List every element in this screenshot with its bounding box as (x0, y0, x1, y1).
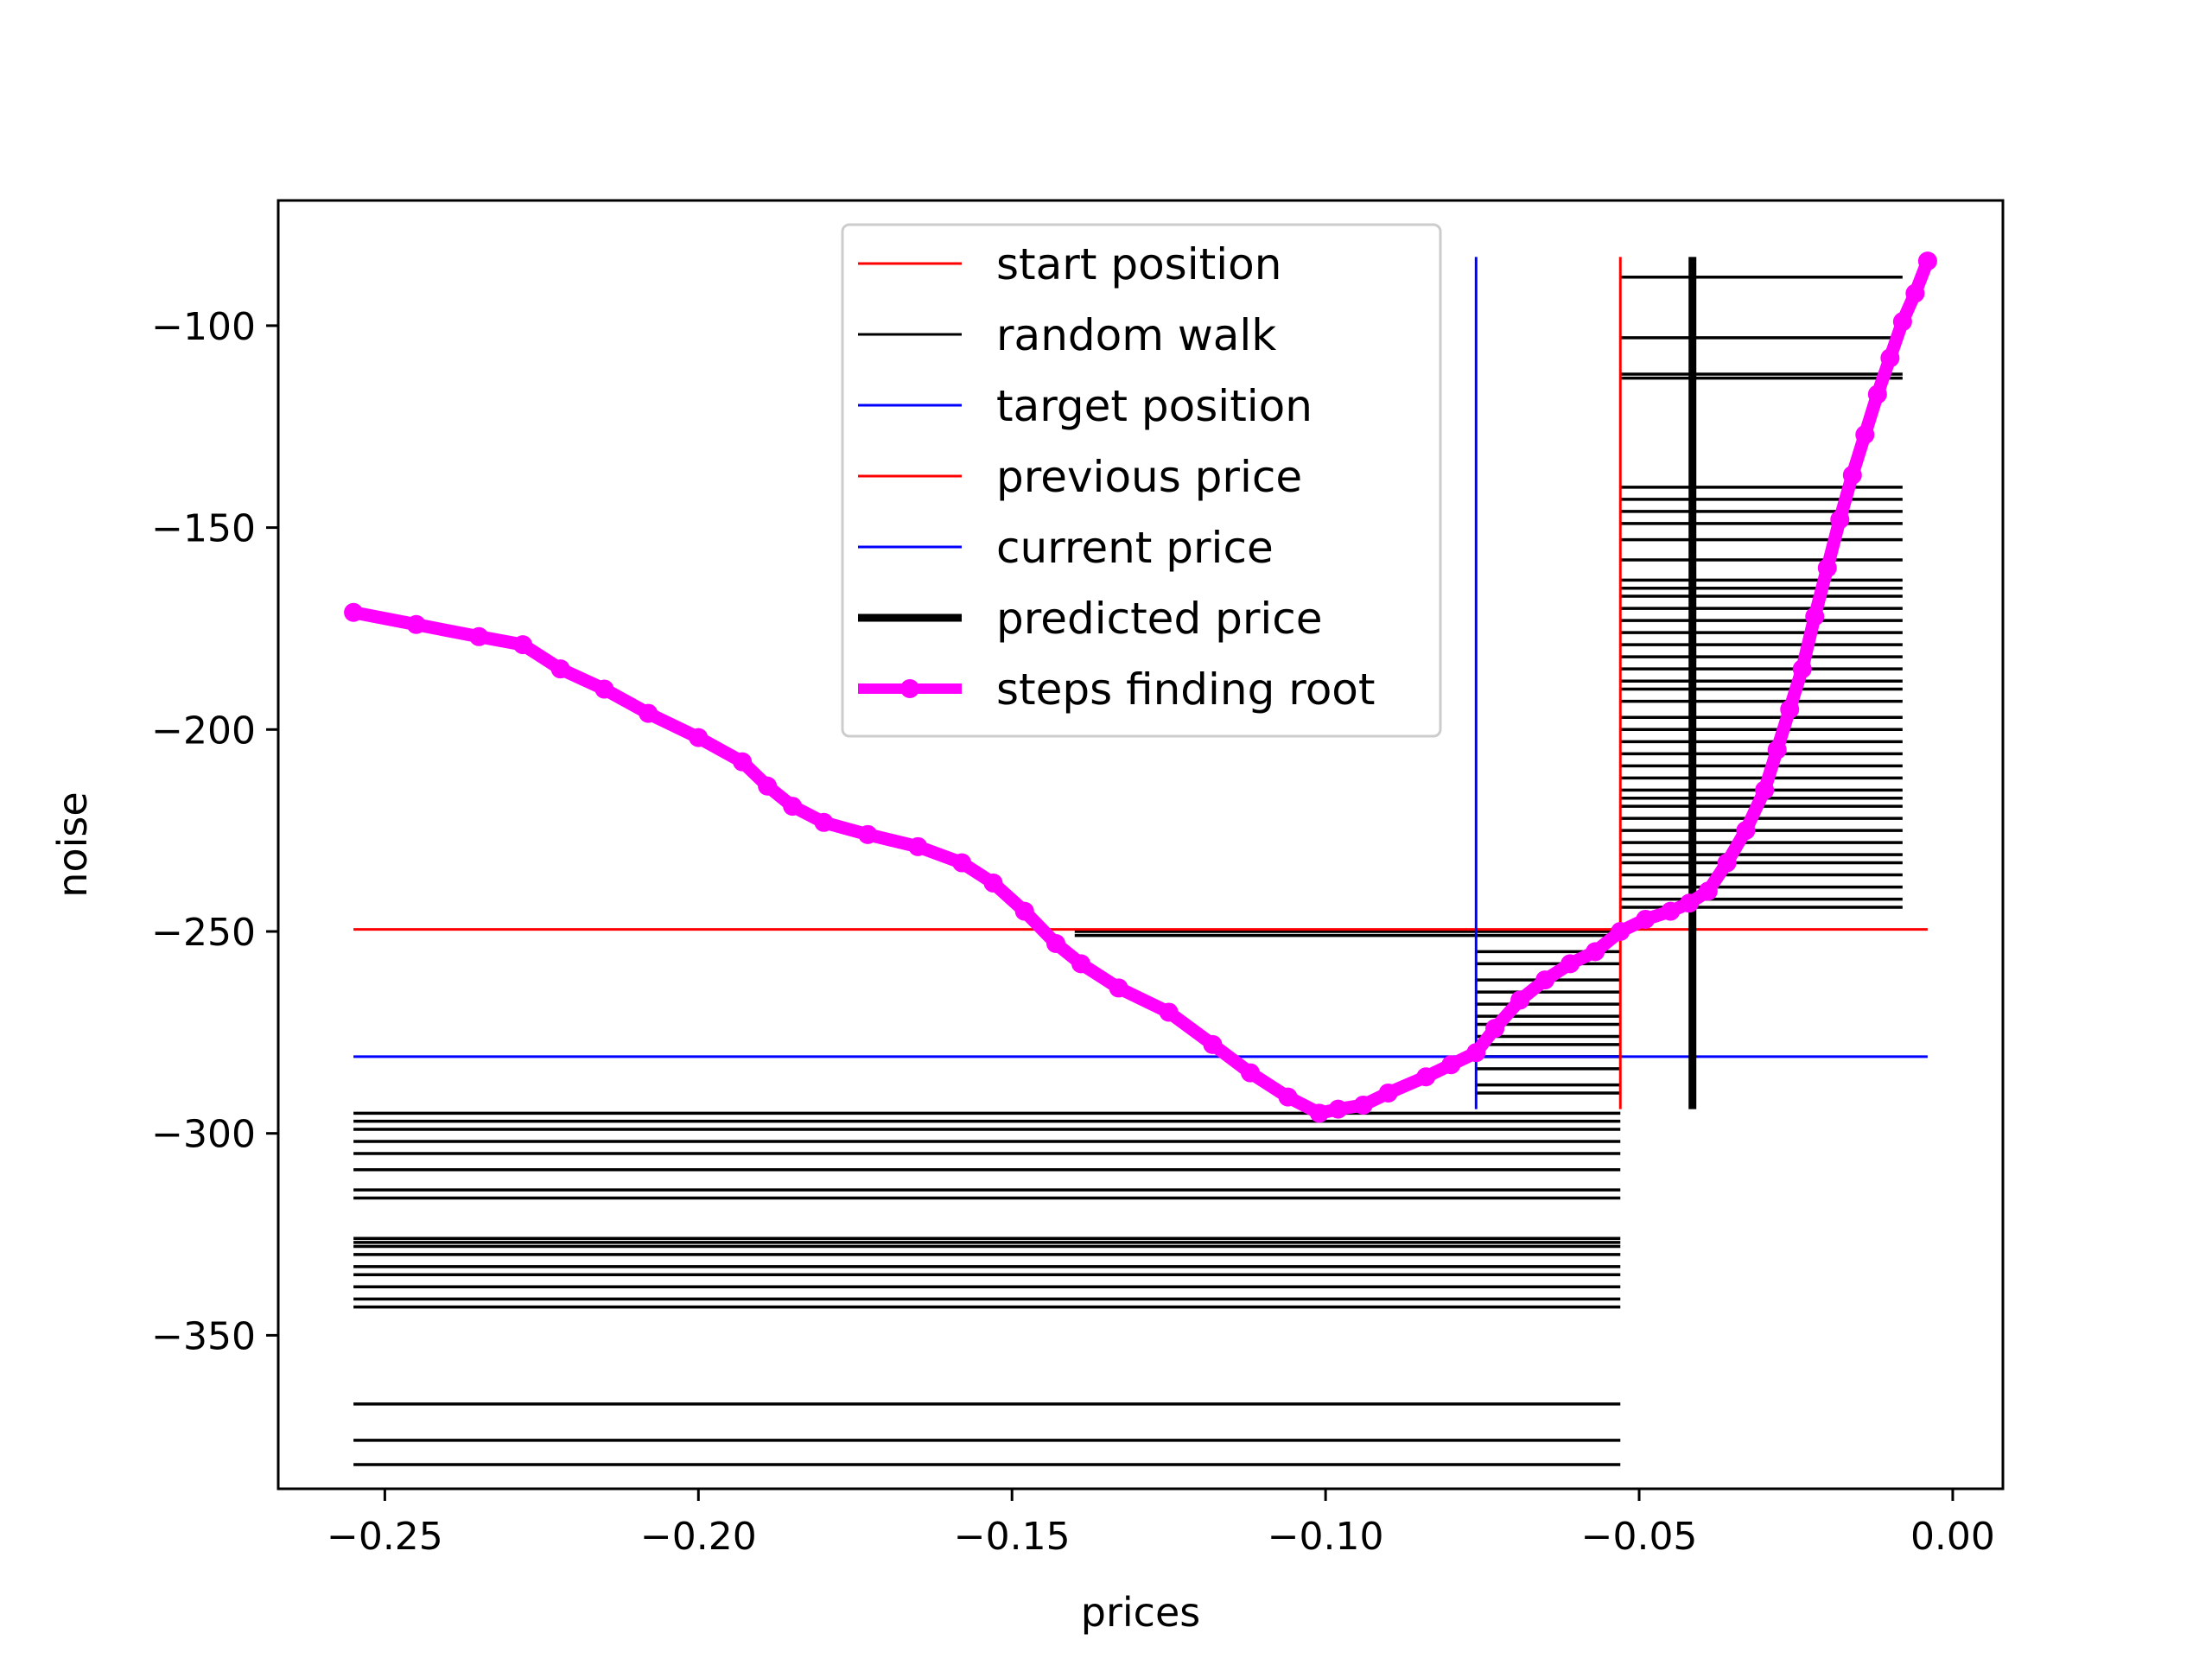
legend-label: start position (996, 239, 1281, 289)
legend-label: random walk (996, 310, 1276, 360)
steps-finding-root-point (758, 776, 778, 796)
steps-finding-root-point (1586, 942, 1605, 962)
steps-finding-root-point (1014, 901, 1034, 921)
legend-label: previous price (996, 452, 1302, 502)
x-tick-label: −0.15 (954, 1515, 1071, 1559)
steps-finding-root-point (1159, 1002, 1179, 1022)
steps-finding-root-point (783, 797, 803, 817)
steps-finding-root-point (1805, 607, 1825, 626)
y-tick-label: −150 (151, 507, 256, 551)
steps-finding-root-point (1880, 348, 1900, 368)
plot-series (344, 251, 1937, 1123)
y-tick-label: −100 (151, 305, 256, 349)
legend-label: target position (996, 381, 1313, 431)
steps-finding-root-point (1755, 780, 1775, 800)
steps-finding-root-point (594, 679, 614, 699)
steps-finding-root-point (1636, 909, 1656, 929)
legend-box (841, 223, 1442, 738)
steps-finding-root-point (908, 836, 928, 856)
steps-finding-root-point (983, 873, 1003, 893)
steps-finding-root-point (952, 853, 972, 873)
y-tick-label: −250 (151, 911, 256, 955)
steps-finding-root-point (1203, 1034, 1223, 1054)
plot-frame (276, 199, 2005, 1491)
steps-finding-root-point (1278, 1087, 1298, 1107)
steps-finding-root-point (513, 635, 533, 655)
steps-finding-root-point (733, 752, 753, 772)
steps-finding-root-point (1661, 901, 1681, 921)
steps-finding-root-point (1241, 1063, 1261, 1083)
steps-finding-root-point (1309, 1103, 1329, 1123)
steps-finding-root-point (1441, 1055, 1461, 1075)
y-axis: −100 −150 −200 −250 −300 −350 (151, 305, 278, 1358)
y-tick-label: −300 (151, 1113, 256, 1157)
steps-finding-root-point (1717, 853, 1737, 873)
steps-finding-root-point (1466, 1043, 1486, 1063)
steps-finding-root-point (1892, 312, 1912, 332)
steps-finding-root-point (406, 614, 426, 634)
steps-finding-root-point (814, 812, 834, 832)
steps-finding-root-point (1485, 1019, 1505, 1039)
x-axis-title: prices (1081, 1589, 1200, 1636)
steps-finding-root-point (344, 602, 364, 622)
steps-finding-root-point (469, 626, 489, 646)
legend-label: steps finding root (996, 664, 1375, 715)
steps-finding-root-point (1328, 1099, 1348, 1119)
y-tick-label: −350 (151, 1314, 256, 1358)
steps-finding-root-point (1680, 893, 1700, 913)
steps-finding-root-point (1767, 740, 1787, 760)
y-axis-title: noise (49, 791, 96, 897)
steps-finding-root-point (550, 659, 570, 679)
steps-finding-root-point (858, 824, 878, 844)
steps-finding-root-point (1535, 970, 1555, 990)
steps-finding-root-point (1046, 934, 1066, 954)
x-tick-label: −0.10 (1268, 1515, 1384, 1559)
steps-finding-root-point (1353, 1095, 1373, 1115)
steps-finding-root-point (1736, 821, 1756, 841)
plot-lines (353, 257, 1928, 1466)
legend-label: current price (996, 523, 1274, 573)
x-tick-label: −0.20 (640, 1515, 757, 1559)
legend-label: predicted price (996, 594, 1323, 644)
steps-finding-root-point (1842, 465, 1862, 485)
legend: start position random walk target position… (841, 223, 1442, 738)
steps-finding-root-point (1698, 881, 1718, 901)
x-tick-label: −0.05 (1581, 1515, 1698, 1559)
steps-finding-root-point (1560, 954, 1580, 974)
steps-finding-root-point (1830, 510, 1850, 530)
steps-finding-root-point (1905, 283, 1925, 303)
steps-finding-root-point (1378, 1083, 1398, 1103)
steps-finding-root-point (1780, 699, 1800, 719)
x-axis: −0.25 −0.20 −0.15 −0.10 −0.05 0.00 (327, 1489, 1995, 1559)
x-tick-label: −0.25 (327, 1515, 443, 1559)
steps-finding-root-point (639, 703, 658, 723)
steps-finding-root-point (1109, 978, 1128, 998)
steps-finding-root-point (1071, 954, 1091, 974)
y-tick-label: −200 (151, 709, 256, 753)
x-tick-label: 0.00 (1910, 1515, 1995, 1559)
steps-finding-root-point (1867, 385, 1887, 404)
steps-finding-root-point (1416, 1067, 1436, 1087)
steps-finding-root-point (689, 728, 709, 747)
steps-finding-root-point (1855, 425, 1875, 445)
legend-marker (900, 679, 919, 698)
steps-finding-root-point (1792, 659, 1812, 679)
steps-finding-root-point (1510, 990, 1530, 1010)
steps-finding-root-point (1917, 251, 1937, 271)
steps-finding-root-point (1817, 558, 1837, 578)
steps-finding-root-point (1611, 921, 1630, 941)
